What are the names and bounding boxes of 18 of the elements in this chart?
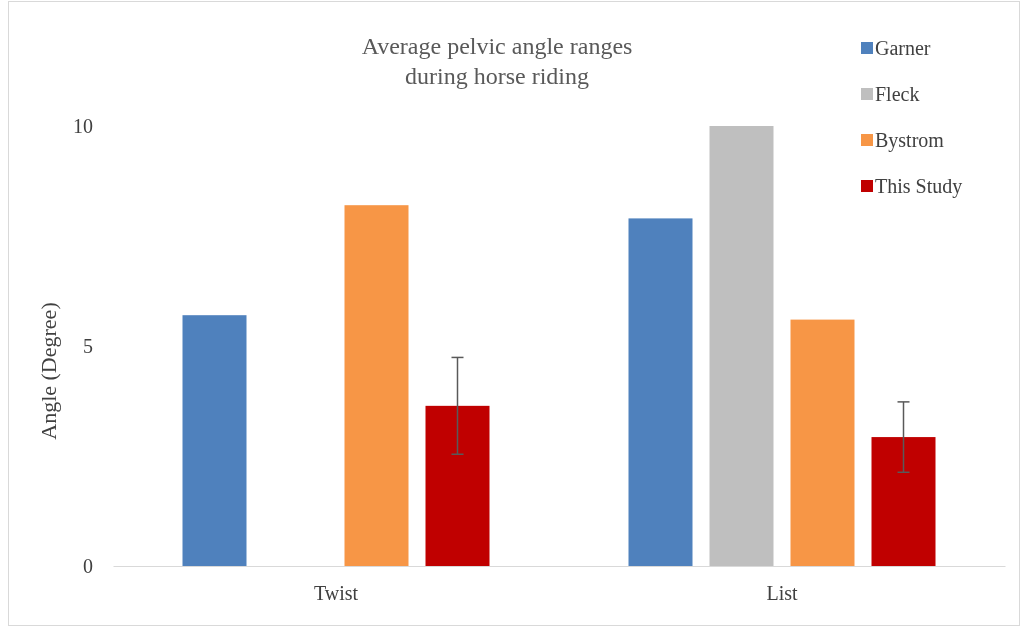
x-tick-label: List (766, 582, 798, 605)
bar (425, 405, 490, 566)
bar (871, 437, 936, 566)
bar (709, 126, 774, 566)
y-tick-label: 0 (83, 554, 93, 577)
x-tick-label: Twist (313, 582, 359, 605)
chart-title: Average pelvic angle ranges during horse riding (361, 33, 633, 89)
bar (790, 319, 855, 566)
legend-label: Bystrom (875, 129, 945, 152)
legend-label: This Study (875, 175, 963, 198)
y-axis-title: Angle (Degree) (36, 302, 61, 440)
bar (344, 205, 409, 566)
y-tick-label: 10 (73, 114, 93, 137)
bar (182, 315, 247, 566)
y-tick-label: 5 (83, 334, 93, 357)
bar (628, 218, 693, 566)
legend-label: Fleck (875, 83, 920, 105)
legend-label: Garner (875, 37, 931, 59)
